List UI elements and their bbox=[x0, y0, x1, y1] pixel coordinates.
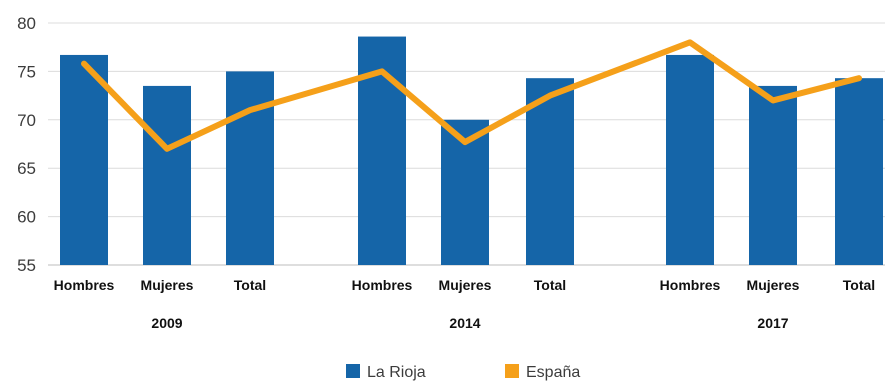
point-espana-1 bbox=[166, 148, 168, 150]
x-category-label: Hombres bbox=[352, 277, 413, 293]
y-tick-label: 55 bbox=[17, 256, 36, 275]
x-category-label: Hombres bbox=[660, 277, 721, 293]
bar-la-rioja-0 bbox=[60, 54, 108, 265]
x-category-label: Total bbox=[843, 277, 875, 293]
x-category-label: Mujeres bbox=[439, 277, 492, 293]
bar-la-rioja-8 bbox=[835, 78, 883, 266]
line-series bbox=[81, 39, 862, 152]
legend-swatch-espa-a bbox=[505, 364, 519, 378]
point-espana-3 bbox=[381, 70, 383, 72]
y-tick-label: 80 bbox=[17, 14, 36, 33]
x-category-label: Total bbox=[534, 277, 566, 293]
y-axis-ticks: 55 60 65 70 75 80 bbox=[17, 14, 36, 275]
x-category-label: Mujeres bbox=[747, 277, 800, 293]
point-espana-0 bbox=[83, 63, 85, 65]
legend: La Rioja España bbox=[346, 364, 580, 381]
point-espana-2 bbox=[249, 109, 251, 111]
bar-la-rioja-7 bbox=[749, 85, 797, 265]
point-espana-5 bbox=[549, 95, 551, 97]
bar-series bbox=[60, 36, 883, 266]
bar-la-rioja-6 bbox=[666, 54, 714, 265]
x-category-label: Hombres bbox=[54, 277, 115, 293]
point-espana-7 bbox=[772, 99, 774, 101]
x-group-labels: 2009 2014 2017 bbox=[151, 315, 788, 331]
bar-la-rioja-1 bbox=[143, 85, 191, 265]
y-tick-label: 60 bbox=[17, 208, 36, 227]
x-category-labels: Hombres Mujeres Total Hombres Mujeres Total Ho… bbox=[54, 277, 876, 293]
bar-la-rioja-5 bbox=[526, 78, 574, 266]
x-category-label: Total bbox=[234, 277, 266, 293]
legend-swatch-la-rioja bbox=[346, 364, 360, 378]
x-group-label: 2017 bbox=[757, 315, 788, 331]
legend-label-la-rioja: La Rioja bbox=[367, 364, 426, 381]
x-group-label: 2014 bbox=[449, 315, 480, 331]
x-group-label: 2009 bbox=[151, 315, 182, 331]
point-espana-8 bbox=[858, 77, 860, 79]
point-espana-4 bbox=[464, 141, 466, 143]
point-espana-6 bbox=[689, 41, 691, 43]
bar-la-rioja-2 bbox=[226, 71, 274, 266]
legend-label-espa-a: España bbox=[526, 364, 580, 381]
x-category-label: Mujeres bbox=[141, 277, 194, 293]
y-tick-label: 75 bbox=[17, 62, 36, 81]
y-tick-label: 70 bbox=[17, 111, 36, 130]
y-tick-label: 65 bbox=[17, 159, 36, 178]
